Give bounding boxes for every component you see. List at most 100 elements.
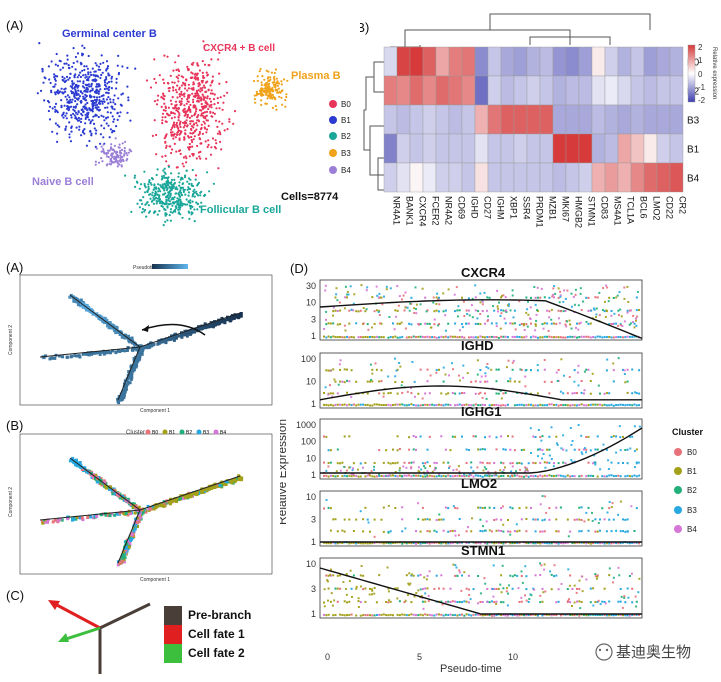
expression-point bbox=[626, 403, 629, 406]
trajectory-cell bbox=[119, 398, 123, 401]
expression-point bbox=[362, 336, 365, 339]
tsne-point-b1 bbox=[111, 107, 114, 110]
tsne-point-b0 bbox=[182, 165, 185, 168]
expression-point bbox=[470, 530, 473, 533]
expression-point bbox=[346, 379, 348, 382]
tsne-point-b1 bbox=[42, 81, 45, 84]
trajectory-cell bbox=[94, 473, 98, 477]
expression-point bbox=[485, 520, 488, 523]
tsne-point-b1 bbox=[53, 91, 57, 94]
tsne-point-b2 bbox=[174, 187, 177, 190]
expression-point bbox=[592, 336, 595, 338]
tsne-point-b2 bbox=[149, 197, 152, 200]
gene-y-tick: 10 bbox=[306, 559, 316, 569]
tsne-point-b2 bbox=[179, 195, 182, 198]
trajectory-cell bbox=[133, 511, 137, 515]
expression-point bbox=[493, 507, 496, 509]
tsne-point-b1 bbox=[48, 118, 52, 121]
expression-point bbox=[435, 303, 438, 305]
expression-point bbox=[467, 475, 470, 478]
trajectory-cell bbox=[50, 356, 54, 360]
trajectory-cell bbox=[155, 503, 159, 507]
expression-point bbox=[626, 380, 629, 383]
tsne-point-b0 bbox=[207, 64, 210, 67]
tsne-point-b1 bbox=[95, 64, 98, 67]
expression-point bbox=[500, 542, 503, 544]
branch-legend-fate1: Cell fate 1 bbox=[188, 627, 245, 641]
tsne-point-b0 bbox=[170, 112, 173, 115]
trajectory-cell bbox=[164, 341, 168, 345]
gene-y-tick: 1000 bbox=[296, 420, 316, 430]
tsne-point-b0 bbox=[190, 76, 193, 80]
expression-point bbox=[501, 294, 503, 297]
expression-point bbox=[362, 542, 365, 545]
tsne-point-b2 bbox=[189, 207, 192, 210]
tsne-point-b3 bbox=[271, 81, 274, 84]
tsne-point-b1 bbox=[94, 104, 97, 107]
expression-point bbox=[353, 293, 356, 296]
expression-point bbox=[433, 404, 436, 407]
expression-point bbox=[394, 462, 397, 465]
expression-point bbox=[415, 308, 417, 310]
expression-point bbox=[336, 542, 339, 545]
expression-point bbox=[467, 526, 469, 529]
tsne-point-b2 bbox=[156, 168, 159, 171]
tsne-point-b0 bbox=[210, 106, 213, 109]
expression-point bbox=[548, 316, 551, 319]
expression-point bbox=[513, 542, 516, 544]
expression-point bbox=[385, 541, 388, 544]
tsne-point-b4 bbox=[116, 153, 119, 156]
tsne-point-b0 bbox=[187, 83, 190, 86]
trajectory-cell bbox=[127, 334, 130, 338]
expression-point bbox=[576, 404, 578, 407]
expression-point bbox=[524, 375, 527, 378]
tsne-point-b0 bbox=[205, 119, 208, 122]
expression-point bbox=[513, 474, 516, 477]
tsne-point-b2 bbox=[196, 203, 199, 206]
expression-point bbox=[426, 613, 429, 616]
tsne-point-b1 bbox=[71, 83, 74, 86]
expression-point bbox=[622, 530, 624, 533]
trajectory-cell bbox=[70, 354, 74, 358]
expression-point bbox=[633, 335, 636, 338]
tsne-point-b0 bbox=[191, 145, 194, 148]
tsne-point-b1 bbox=[93, 98, 96, 102]
expression-point bbox=[424, 613, 427, 616]
expression-point bbox=[357, 475, 360, 478]
tsne-point-b2 bbox=[157, 190, 160, 193]
tsne-point-b0 bbox=[203, 122, 206, 125]
expression-point bbox=[539, 436, 542, 439]
expression-point bbox=[410, 475, 413, 478]
expression-point bbox=[497, 404, 500, 407]
traj-legend-b1: B1 bbox=[169, 430, 175, 436]
expression-point bbox=[375, 475, 378, 478]
expression-point bbox=[481, 507, 484, 509]
heatmap-col-label: SSR4 bbox=[522, 196, 532, 220]
trajectory-cell bbox=[69, 458, 73, 462]
expression-point bbox=[515, 470, 518, 473]
expression-point bbox=[599, 613, 601, 616]
expression-point bbox=[447, 507, 450, 510]
expression-point bbox=[626, 309, 629, 312]
tsne-point-b1 bbox=[53, 105, 56, 108]
trajectory-cell bbox=[87, 353, 91, 357]
trajectory-cell bbox=[128, 381, 132, 385]
expression-point bbox=[461, 435, 463, 438]
expression-point bbox=[592, 475, 595, 477]
tsne-point-b1 bbox=[98, 99, 101, 102]
expression-point bbox=[618, 291, 621, 294]
tsne-point-b0 bbox=[189, 122, 192, 125]
tsne-point-b1 bbox=[51, 130, 54, 133]
tsne-point-b0 bbox=[187, 100, 190, 103]
expression-point bbox=[325, 336, 328, 339]
tsne-point-b0 bbox=[192, 82, 195, 86]
expression-point bbox=[449, 475, 452, 478]
tsne-point-b1 bbox=[87, 83, 90, 86]
trajectory-cell bbox=[214, 321, 217, 325]
tsne-point-b0 bbox=[173, 142, 176, 145]
tsne-point-b1 bbox=[80, 134, 83, 137]
tsne-point-b0 bbox=[188, 94, 191, 97]
tsne-point-b0 bbox=[225, 81, 228, 84]
tsne-point-b3 bbox=[253, 94, 256, 97]
